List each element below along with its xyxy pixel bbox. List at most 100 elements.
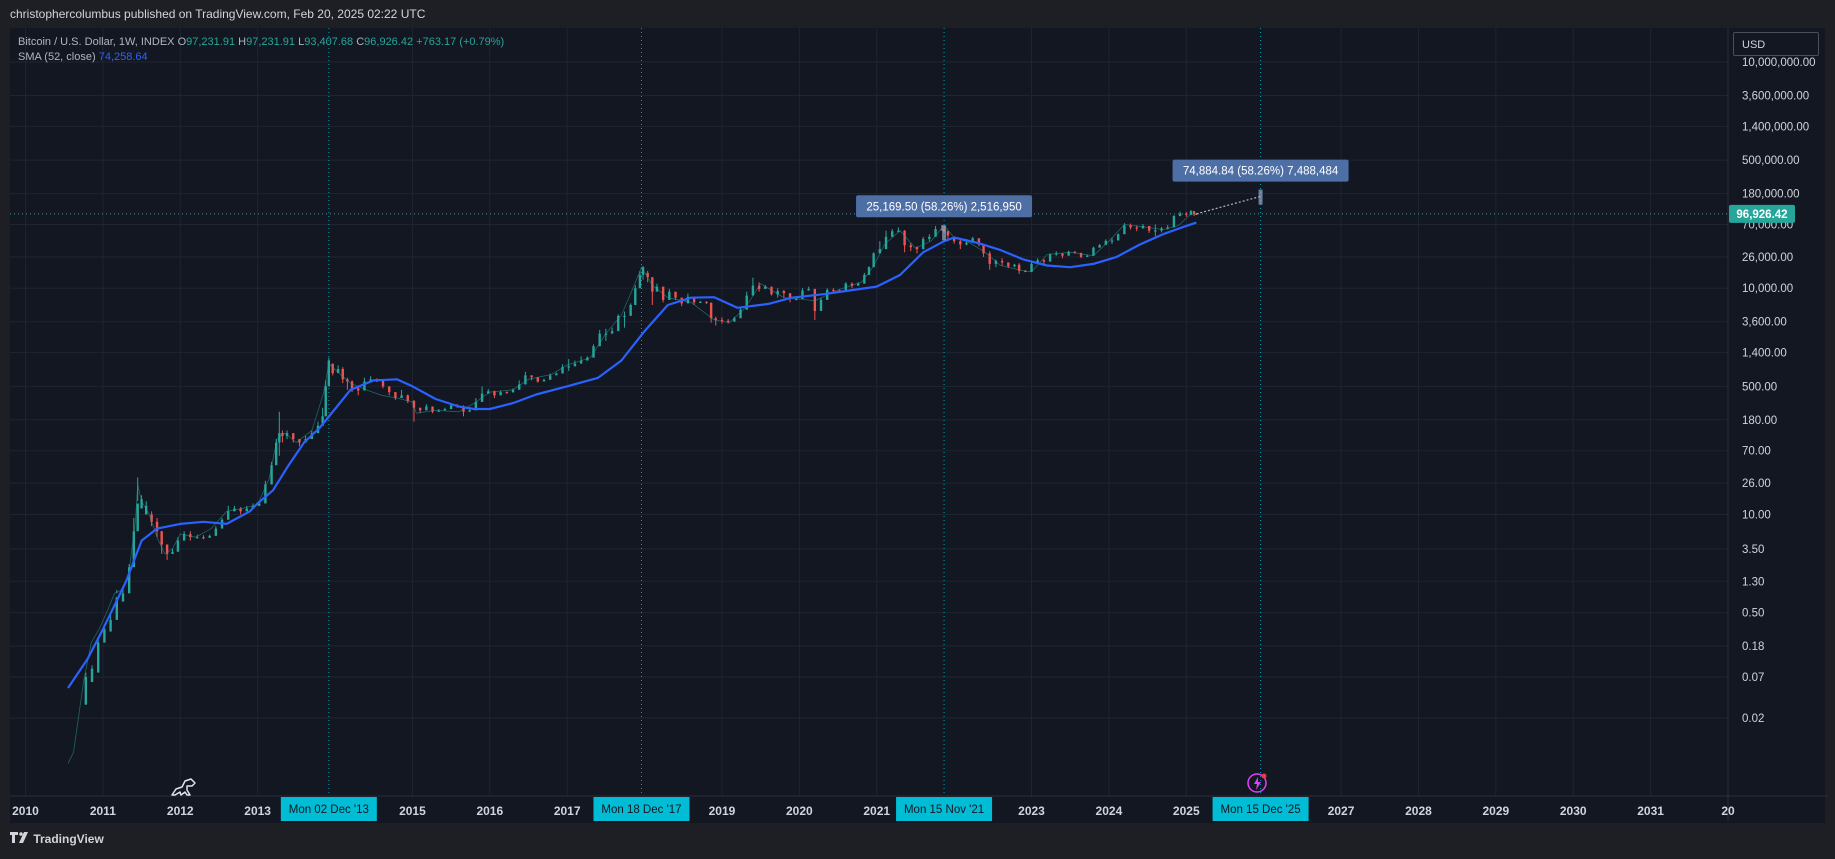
crosshair-date-tag	[280, 797, 377, 821]
candle-body	[623, 315, 626, 318]
candle-body	[1185, 213, 1188, 215]
candle-body	[431, 406, 434, 412]
tradingview-brand: TradingView	[33, 832, 104, 846]
candle-body	[733, 318, 736, 322]
candle-body	[400, 395, 403, 399]
candle-body	[850, 283, 854, 286]
candle-body	[928, 236, 931, 239]
candle-body	[1030, 263, 1033, 272]
candle-body	[579, 360, 583, 364]
candle-body	[331, 363, 334, 374]
candle-body	[634, 288, 637, 305]
current-price-label: 96,926.42	[1736, 209, 1787, 221]
y-tick-label: 26,000.00	[1742, 252, 1793, 264]
candle-body	[394, 392, 397, 399]
candle-body	[1123, 225, 1126, 235]
candle-body	[903, 230, 906, 246]
candle-body	[646, 272, 649, 278]
sma-label[interactable]: SMA (52, close)	[18, 51, 96, 63]
candle-body	[140, 499, 143, 509]
x-tick-label: 2017	[554, 804, 581, 818]
x-tick-label: 2020	[786, 804, 813, 818]
dinosaur-icon[interactable]	[171, 778, 196, 796]
candle-body	[891, 231, 894, 237]
tradingview-footer[interactable]: TradingView	[10, 832, 104, 846]
candle-body	[505, 392, 509, 394]
candle-body	[1104, 240, 1108, 245]
measure-range-bar	[942, 225, 947, 241]
candle-body	[1172, 215, 1176, 228]
candle-body	[264, 484, 267, 504]
candle-body	[493, 391, 496, 396]
candle-body	[1061, 253, 1064, 256]
candle-body	[641, 267, 645, 275]
candle-body	[121, 593, 125, 602]
candle-body	[536, 377, 539, 382]
candle-body	[548, 375, 552, 380]
candle-body	[592, 346, 595, 358]
candle-body	[103, 629, 106, 643]
candle-body	[437, 410, 440, 412]
candle-body	[751, 285, 755, 296]
candle-body	[387, 386, 391, 393]
x-tick-label: 2028	[1405, 804, 1432, 818]
candle-body	[988, 253, 991, 264]
candle-body	[555, 373, 558, 376]
candle-body	[1007, 262, 1010, 267]
symbol-name[interactable]: Bitcoin / U.S. Dollar, 1W, INDEX	[18, 36, 175, 48]
candle-body	[965, 242, 968, 245]
x-tick-label: 2025	[1173, 804, 1200, 818]
sma-series-line	[67, 221, 1197, 689]
crosshair-date-tag	[896, 797, 993, 821]
candle-body	[412, 400, 416, 408]
crosshair-date-label: Mon 18 Dec '17	[601, 804, 681, 816]
candle-body	[1189, 211, 1193, 215]
candle-body	[705, 301, 708, 304]
y-tick-label: 70.00	[1742, 446, 1771, 458]
candle-body	[661, 286, 665, 300]
x-tick-label: 2019	[709, 804, 736, 818]
candle-body	[542, 379, 546, 382]
candle-body	[940, 229, 943, 231]
candle-body	[782, 290, 786, 294]
candle-body	[795, 298, 798, 301]
x-tick-label: 2023	[1018, 804, 1045, 818]
candle-body	[499, 392, 502, 396]
y-tick-label: 10.00	[1742, 509, 1771, 521]
candle-body	[573, 363, 577, 367]
notification-dot	[1261, 773, 1267, 779]
candle-body	[202, 537, 205, 539]
candle-body	[1017, 264, 1021, 271]
candle-body	[617, 315, 620, 332]
crosshair-date-tag	[1212, 797, 1309, 821]
candle-body	[863, 274, 866, 284]
measure-label-box	[1172, 159, 1349, 182]
lightning-icon[interactable]	[1247, 773, 1267, 793]
candle-body	[1110, 240, 1114, 242]
candle-body	[341, 368, 344, 380]
candle-body	[145, 505, 148, 515]
publish-info: christophercolumbus published on Trading…	[10, 7, 426, 21]
candle-body	[1195, 213, 1198, 215]
candle-body	[720, 319, 724, 322]
x-tick-label: 2015	[399, 804, 426, 818]
lightning-icon-bolt	[1254, 777, 1261, 790]
low-value: 93,407.68	[304, 36, 354, 48]
candle-body	[155, 521, 159, 532]
y-tick-label: 180.00	[1742, 415, 1777, 427]
y-axis: 10,000,000.00 3,600,000.00 1,400,000.00 500…	[1742, 57, 1816, 725]
currency-button[interactable]: USD	[1733, 32, 1819, 56]
candle-body	[1042, 260, 1046, 262]
candle-body	[745, 295, 748, 310]
candle-body	[872, 253, 875, 268]
candle-body	[214, 528, 218, 536]
candle-body	[561, 367, 564, 374]
x-tick-label: 2013	[244, 804, 271, 818]
candle-body	[1073, 251, 1077, 253]
candle-body	[1086, 255, 1089, 257]
candle-body	[686, 296, 690, 304]
legend-sma-row: SMA (52, close) 74,258.64	[18, 50, 504, 65]
projection-line	[1196, 195, 1261, 215]
candle-body	[692, 296, 696, 303]
